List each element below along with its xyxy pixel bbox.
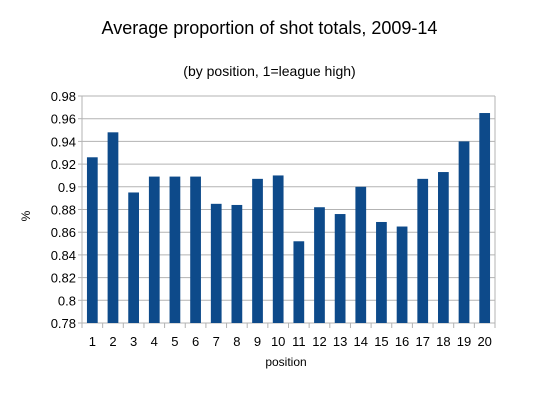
- y-tick-label: 0.9: [58, 180, 76, 195]
- bar: [458, 141, 470, 323]
- y-tick-label: 0.96: [51, 112, 76, 127]
- y-tick-label: 0.92: [51, 157, 76, 172]
- x-tick-label: 1: [89, 334, 96, 349]
- x-tick-label: 13: [333, 334, 347, 349]
- x-tick-label: 14: [354, 334, 368, 349]
- y-tick-label: 0.86: [51, 225, 76, 240]
- x-tick-label: 8: [233, 334, 240, 349]
- y-axis-label: %: [19, 210, 33, 221]
- y-tick-label: 0.8: [58, 293, 76, 308]
- axes: [78, 95, 496, 328]
- x-tick-label: 11: [292, 334, 306, 349]
- bar: [190, 176, 201, 323]
- bar: [334, 214, 346, 323]
- y-tick-label: 0.98: [51, 89, 76, 104]
- x-tick-label: 7: [213, 334, 220, 349]
- bar: [86, 157, 98, 323]
- x-tick-label: 10: [271, 334, 285, 349]
- x-tick-label: 16: [395, 334, 409, 349]
- bar: [272, 175, 284, 323]
- bar: [417, 178, 429, 323]
- x-tick-label: 6: [192, 334, 199, 349]
- x-tick-label: 15: [374, 334, 388, 349]
- x-tick-label: 18: [436, 334, 450, 349]
- bar: [479, 113, 491, 324]
- bar: [396, 226, 408, 323]
- bar: [231, 204, 243, 323]
- x-tick-label: 19: [457, 334, 471, 349]
- gridlines: [82, 95, 495, 324]
- x-tick-label: 9: [254, 334, 261, 349]
- bar: [252, 178, 263, 323]
- bar: [438, 172, 449, 323]
- bar: [355, 186, 367, 323]
- x-tick-label: 20: [477, 334, 491, 349]
- x-axis-label: position: [265, 355, 306, 369]
- x-tick-label: 17: [415, 334, 429, 349]
- bar: [376, 221, 387, 323]
- bar: [210, 203, 222, 323]
- y-tick-label: 0.94: [51, 134, 76, 149]
- x-tick-label: 4: [151, 334, 158, 349]
- y-tick-label: 0.84: [51, 248, 76, 263]
- y-tick-label: 0.88: [51, 203, 76, 218]
- bar: [169, 176, 181, 323]
- x-tick-label: 12: [312, 334, 326, 349]
- x-tick-labels: 1 2 3 4 5 6 7 8 9 10 11 12 13 14 15 16 17 18 19 20: [89, 334, 492, 349]
- y-tick-label: 0.82: [51, 271, 76, 286]
- x-tick-label: 2: [109, 334, 116, 349]
- chart-subtitle: (by position, 1=league high): [183, 63, 356, 79]
- x-tick-label: 3: [130, 334, 137, 349]
- bar: [148, 176, 160, 323]
- chart-title: Average proportion of shot totals, 2009-…: [101, 18, 438, 38]
- y-tick-labels: 0.78 0.8 0.82 0.84 0.86 0.88 0.9 0.92 0.94 0.96 0.…: [51, 89, 76, 331]
- y-tick-label: 0.78: [51, 316, 76, 331]
- bar: [107, 132, 119, 323]
- bar: [314, 207, 325, 323]
- bar: [128, 192, 139, 323]
- bars: [86, 113, 491, 324]
- bar: [293, 241, 305, 323]
- x-tick-label: 5: [171, 334, 178, 349]
